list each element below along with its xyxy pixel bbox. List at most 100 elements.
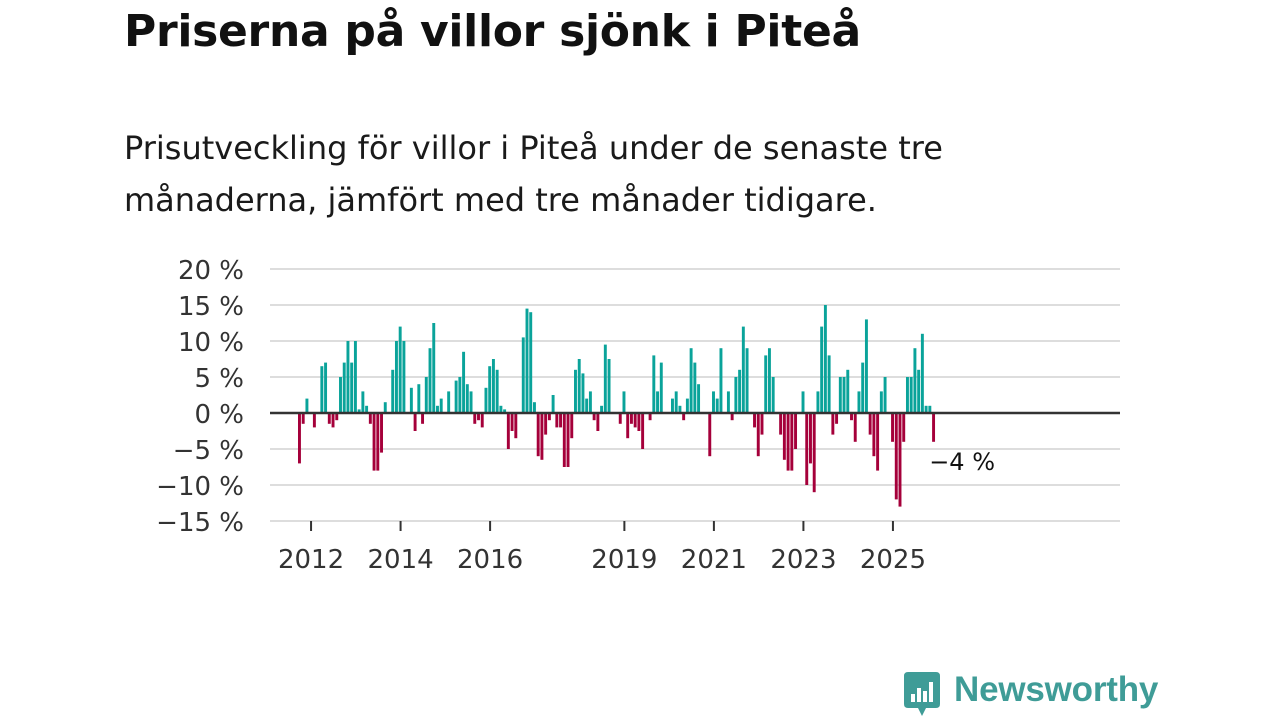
bar [719,348,723,413]
newsworthy-bar-chart-icon [904,672,940,716]
chart-title: Priserna på villor sjönk i Piteå [124,6,861,57]
bar [659,362,663,413]
bar [424,377,428,413]
x-axis: 2012 2014 2016 2019 2021 2023 2025 [278,521,926,575]
bar [902,413,906,442]
bar [376,413,380,471]
bar [484,387,488,413]
y-tick-label: 5 % [194,364,244,394]
bar [320,366,324,413]
bar [465,384,469,413]
y-axis-labels: 20 % 15 % 10 % 5 % 0 % −5 % −10 % −15 % [156,256,244,538]
bars [298,305,936,507]
bar [600,405,604,413]
bar [536,413,540,457]
bar [809,413,812,464]
bar [786,413,790,471]
x-tick-label: 2012 [278,545,344,575]
bar [544,413,548,435]
bar [652,355,656,413]
newsworthy-logo: Newsworthy [902,670,1158,720]
bar [864,319,868,413]
bar [764,355,768,413]
bar [715,398,719,413]
bar [909,377,913,413]
bar [898,413,902,507]
bar [409,387,413,413]
bar [480,413,484,428]
bar [514,413,518,439]
x-tick-label: 2019 [591,545,657,575]
bar [357,409,361,413]
bar [712,391,715,413]
bar [726,391,730,413]
bar [372,413,376,471]
bar [920,333,924,413]
bar [879,391,883,413]
y-tick-label: −10 % [156,472,244,502]
bar [335,413,339,421]
bar [596,413,600,431]
bar [551,395,555,413]
bar [857,391,861,413]
bar [327,413,331,424]
bar [835,413,839,424]
bar [391,369,395,413]
bar [637,413,641,431]
bar [529,312,533,413]
bar [868,413,872,435]
bar [365,405,369,413]
bar [853,413,857,442]
bar [708,413,712,457]
y-tick-label: 15 % [178,292,244,322]
x-tick-label: 2016 [457,545,523,575]
bar [547,413,551,421]
bar [838,377,842,413]
bar [629,413,633,424]
bar [820,326,824,413]
last-value-label: −4 % [929,448,995,476]
bar [846,369,850,413]
bar [566,413,570,467]
bar [353,341,357,413]
y-tick-label: 10 % [178,328,244,358]
bar [532,402,536,413]
bar [753,413,756,428]
bar [421,413,425,424]
bar [756,413,760,457]
bar [823,305,827,413]
bar [924,405,928,413]
bar [913,348,917,413]
bar [689,348,693,413]
bar [581,373,585,413]
bar [850,413,853,421]
bar [741,326,745,413]
bar [794,413,798,449]
bar [891,413,894,442]
bar [831,413,835,435]
bar [305,398,309,413]
bar [633,413,637,428]
y-tick-label: 20 % [178,256,244,286]
bar [674,391,678,413]
bar [656,391,660,413]
bar [570,413,574,439]
bar [368,413,372,424]
bar [790,413,794,471]
bar [298,413,301,464]
bar [682,413,686,421]
bar [693,362,697,413]
bar [894,413,898,500]
bar [816,391,820,413]
bar [932,413,936,442]
bar [339,377,342,413]
bar [525,308,529,413]
bar [477,413,480,421]
bar [540,413,544,460]
bar [499,405,503,413]
bar [462,351,466,413]
brand-name: Newsworthy [954,670,1159,709]
bar [842,377,846,413]
bar [469,391,473,413]
chart-subtitle: Prisutveckling för villor i Piteå under … [124,129,943,219]
